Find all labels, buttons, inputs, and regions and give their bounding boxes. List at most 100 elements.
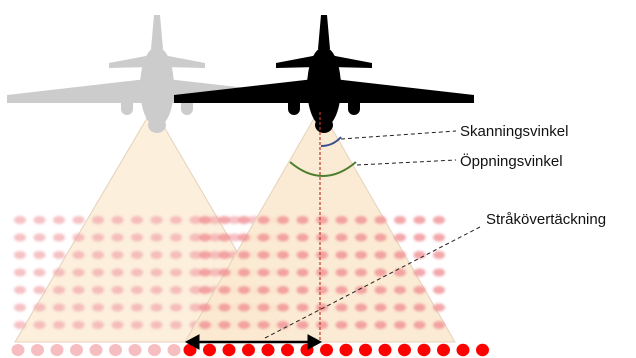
current-scan-point — [199, 286, 211, 294]
current-scan-point — [257, 233, 270, 242]
current-scan-point — [433, 268, 445, 277]
previous-scan-point — [92, 321, 104, 329]
previous-scan-point — [131, 303, 143, 312]
current-scan-point — [374, 321, 387, 329]
previous-scan-point — [92, 251, 104, 259]
current-scan-point — [335, 268, 348, 277]
current-ground-point — [320, 343, 333, 357]
current-ground-points — [183, 343, 489, 357]
current-point-cloud — [199, 216, 445, 329]
previous-scan-point — [150, 321, 163, 329]
opening-angle-arc — [289, 161, 357, 177]
opening-angle-leader — [356, 159, 457, 166]
current-scan-point — [394, 251, 406, 259]
previous-scan-point — [111, 233, 124, 242]
current-scan-point — [433, 216, 445, 224]
current-ground-point — [437, 343, 450, 357]
previous-scan-point — [92, 216, 104, 224]
previous-scan-point — [131, 233, 143, 242]
previous-scan-point — [150, 233, 163, 242]
previous-scan-point — [170, 268, 182, 277]
current-ground-point — [456, 343, 470, 357]
current-scan-point — [413, 216, 426, 224]
current-scan-point — [413, 268, 426, 277]
previous-scan-point — [170, 321, 182, 329]
current-scan-point — [433, 303, 445, 312]
current-scan-point — [199, 233, 211, 242]
previous-ground-point — [167, 344, 181, 356]
previous-scan-point — [72, 303, 85, 312]
previous-scan-point — [170, 233, 182, 242]
previous-scan-point — [111, 268, 124, 277]
current-scan-point — [355, 321, 367, 329]
current-scan-point — [296, 321, 309, 329]
current-ground-point — [183, 343, 197, 357]
previous-scan-point — [131, 268, 143, 277]
current-scan-point — [433, 321, 445, 329]
current-scan-point — [433, 251, 445, 259]
current-scan-point — [335, 216, 348, 224]
current-scan-point — [238, 233, 250, 242]
previous-scan-point — [111, 286, 124, 294]
previous-scan-point — [189, 268, 202, 277]
current-scan-point — [218, 303, 231, 312]
current-ground-point — [339, 343, 353, 357]
current-ground-point — [242, 343, 255, 357]
previous-scan-point — [131, 251, 143, 259]
current-ground-point — [476, 343, 489, 357]
previous-scan-point — [131, 216, 143, 224]
current-scan-point — [296, 251, 309, 259]
previous-ground-point — [89, 344, 103, 356]
previous-scan-point — [33, 251, 46, 259]
current-scan-point — [394, 216, 406, 224]
previous-scan-point — [170, 286, 182, 294]
previous-scan-point — [33, 321, 46, 329]
previous-scan-point — [53, 216, 65, 224]
current-scan-point — [355, 216, 367, 224]
current-ground-point — [203, 343, 216, 357]
current-scan-point — [316, 251, 328, 259]
current-ground-point — [359, 343, 372, 357]
previous-scan-point — [14, 268, 26, 277]
previous-scan-point — [170, 251, 182, 259]
current-scan-point — [374, 216, 387, 224]
previous-scan-point — [14, 251, 26, 259]
current-scan-point — [355, 251, 367, 259]
current-scan-point — [257, 251, 270, 259]
previous-scan-point — [189, 303, 202, 312]
current-scan-point — [277, 303, 289, 312]
current-scan-point — [374, 268, 387, 277]
previous-scan-point — [111, 251, 124, 259]
current-scan-point — [199, 251, 211, 259]
current-scan-point — [238, 303, 250, 312]
current-scan-point — [296, 268, 309, 277]
current-scan-point — [374, 233, 387, 242]
current-scan-point — [296, 286, 309, 294]
previous-scan-point — [111, 303, 124, 312]
current-scan-point — [374, 303, 387, 312]
current-scan-point — [277, 321, 289, 329]
current-scan-point — [355, 268, 367, 277]
current-scan-point — [238, 321, 250, 329]
current-scan-point — [238, 251, 250, 259]
current-scan-point — [199, 303, 211, 312]
previous-scan-point — [72, 251, 85, 259]
previous-scan-point — [150, 286, 163, 294]
previous-scan-point — [209, 268, 221, 277]
previous-scan-point — [92, 268, 104, 277]
current-scan-point — [218, 268, 231, 277]
previous-scan-point — [189, 233, 202, 242]
previous-scan-point — [53, 251, 65, 259]
current-scan-point — [277, 251, 289, 259]
current-scan-point — [394, 286, 406, 294]
current-scan-point — [238, 268, 250, 277]
opening-angle-label: Öppningsvinkel — [460, 152, 563, 170]
current-scan-point — [199, 268, 211, 277]
current-scan-point — [218, 286, 231, 294]
current-scan-point — [335, 303, 348, 312]
previous-scan-point — [150, 216, 163, 224]
previous-scan-point — [72, 268, 85, 277]
scan-angle-label: Skanningsvinkel — [460, 123, 568, 140]
previous-scan-point — [53, 286, 65, 294]
current-scan-point — [394, 233, 406, 242]
